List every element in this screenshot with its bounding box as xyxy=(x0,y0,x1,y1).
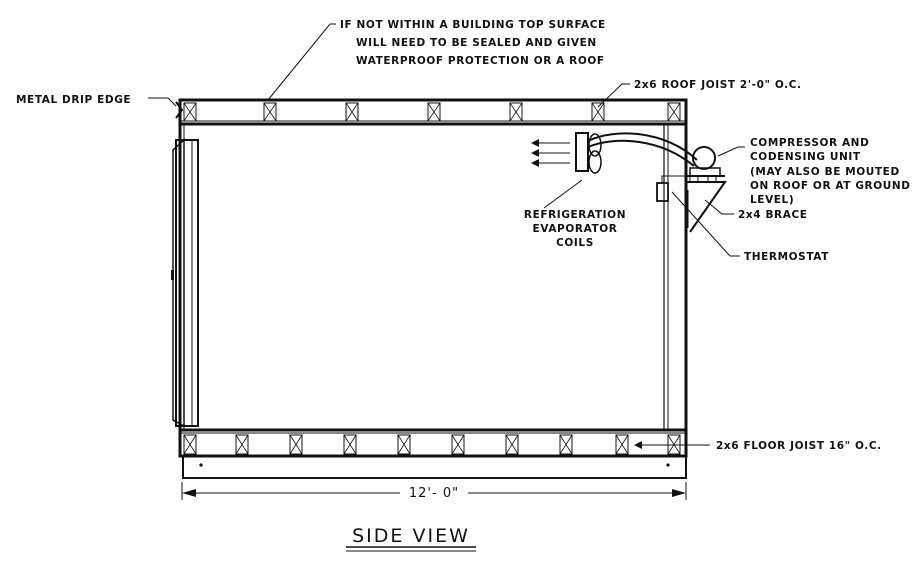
drawing-title: SIDE VIEW xyxy=(346,525,476,552)
roof-panel xyxy=(178,98,688,126)
walls xyxy=(178,124,688,430)
floor-joist xyxy=(505,434,519,455)
annotation-labels: IF NOT WITHIN A BUILDING TOP SURFACE WIL… xyxy=(16,19,911,452)
metal-drip-edge xyxy=(148,97,184,119)
floor-joist xyxy=(343,434,357,455)
door xyxy=(171,138,199,428)
top-surface-note-line-2: WILL NEED TO BE SEALED AND GIVEN xyxy=(356,37,597,49)
top-surface-note-line-1: IF NOT WITHIN A BUILDING TOP SURFACE xyxy=(340,19,606,31)
evaporator-coils-unit xyxy=(531,132,698,174)
floor-joist xyxy=(183,434,197,455)
roof-joist xyxy=(183,102,197,122)
roof-joist xyxy=(345,102,359,122)
compressor-label-line-2: CODENSING UNIT xyxy=(750,151,861,163)
compressor-label-line-3: (MAY ALSO BE MOUTED xyxy=(750,166,900,178)
compressor-unit xyxy=(656,146,727,233)
evaporator-label-line-3: COILS xyxy=(556,237,594,249)
length-dimension-label: 12'- 0" xyxy=(409,486,459,501)
floor-joist xyxy=(289,434,303,455)
evaporator-label-line-2: EVAPORATOR xyxy=(533,223,618,235)
roof-joist xyxy=(427,102,441,122)
floor-panel xyxy=(178,428,688,479)
side-view-title: SIDE VIEW xyxy=(352,525,470,547)
compressor-label-line-1: COMPRESSOR AND xyxy=(750,137,869,149)
roof-joist xyxy=(591,102,605,122)
floor-joist xyxy=(235,434,249,455)
brace-label: 2x4 BRACE xyxy=(738,209,808,221)
thermostat-label: THERMOSTAT xyxy=(744,251,829,263)
roof-joist xyxy=(509,102,523,122)
leader-lines xyxy=(267,23,745,449)
compressor-label-line-5: LEVEL) xyxy=(750,194,794,206)
drip-edge-label: METAL DRIP EDGE xyxy=(16,94,131,106)
roof-joist xyxy=(667,102,681,122)
roof-joist-label: 2x6 ROOF JOIST 2'-0" O.C. xyxy=(634,79,802,91)
floor-joist xyxy=(559,434,573,455)
roof-joist xyxy=(263,102,277,122)
floor-joist xyxy=(397,434,411,455)
floor-joist xyxy=(451,434,465,455)
compressor-label-line-4: ON ROOF OR AT GROUND xyxy=(750,180,911,192)
evaporator-label-line-1: REFRIGERATION xyxy=(524,209,626,221)
floor-joist xyxy=(615,434,629,455)
top-surface-note-line-3: WATERPROOF PROTECTION OR A ROOF xyxy=(356,55,605,67)
overall-length-dimension: 12'- 0" xyxy=(181,482,687,501)
airflow-arrows xyxy=(531,139,570,167)
floor-joist-label: 2x6 FLOOR JOIST 16" O.C. xyxy=(716,440,882,452)
